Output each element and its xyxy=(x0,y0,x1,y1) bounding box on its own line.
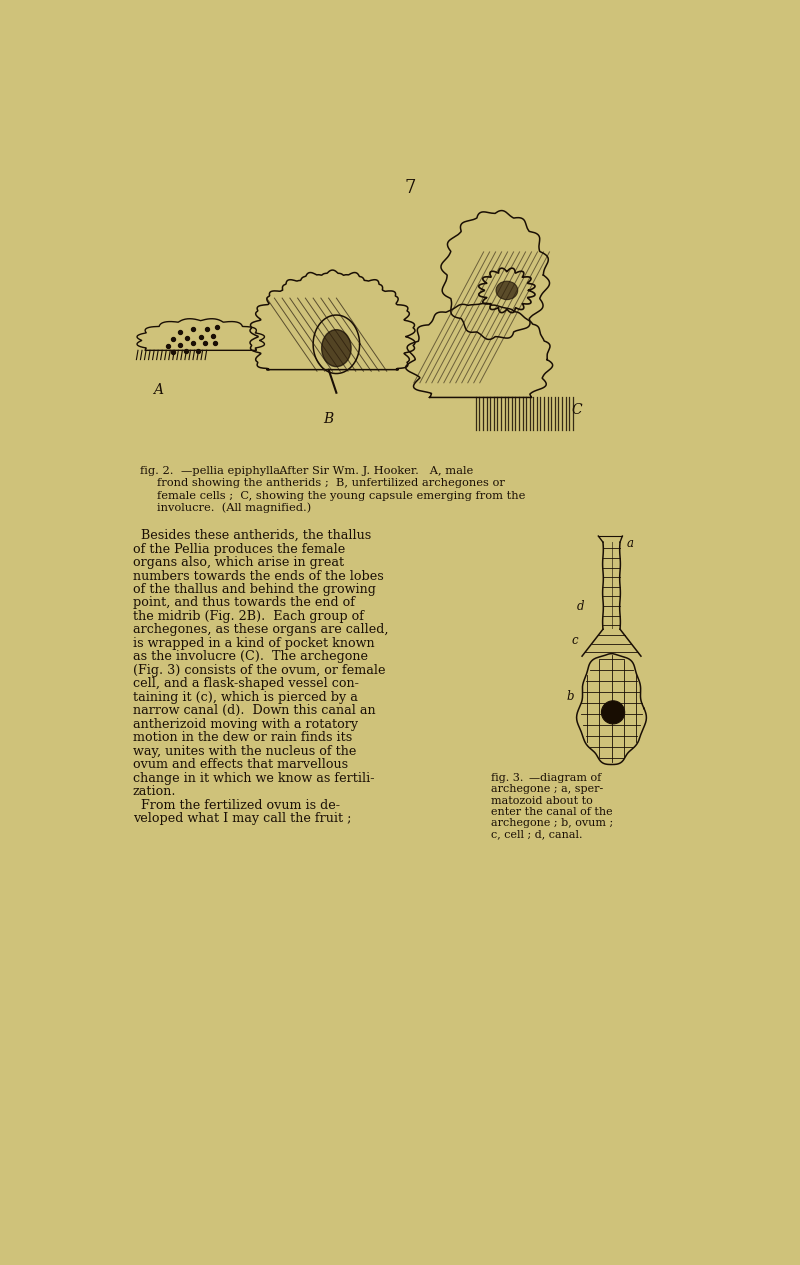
Text: change in it which we know as fertili-: change in it which we know as fertili- xyxy=(133,772,374,784)
Ellipse shape xyxy=(322,330,351,367)
Text: After Sir Wm. J. Hooker.   A, male: After Sir Wm. J. Hooker. A, male xyxy=(272,466,474,476)
Text: archegone ; a, sper-: archegone ; a, sper- xyxy=(491,784,604,794)
Text: female cells ;  C, showing the young capsule emerging from the: female cells ; C, showing the young caps… xyxy=(158,491,526,501)
Text: C: C xyxy=(571,402,582,416)
Text: A: A xyxy=(153,383,162,397)
Text: matozoid about to: matozoid about to xyxy=(491,796,593,806)
Text: —pellia epiphylla.: —pellia epiphylla. xyxy=(181,466,283,476)
Text: cell, and a flask-shaped vessel con-: cell, and a flask-shaped vessel con- xyxy=(133,677,358,691)
Text: b: b xyxy=(566,691,574,703)
Text: veloped what I may call the fruit ;: veloped what I may call the fruit ; xyxy=(133,812,351,825)
Text: involucre.  (All magnified.): involucre. (All magnified.) xyxy=(158,503,312,514)
Text: numbers towards the ends of the lobes: numbers towards the ends of the lobes xyxy=(133,569,383,582)
Text: organs also, which arise in great: organs also, which arise in great xyxy=(133,557,344,569)
Text: Besides these antherids, the thallus: Besides these antherids, the thallus xyxy=(133,529,371,543)
Text: c: c xyxy=(571,634,578,648)
Text: narrow canal (d).  Down this canal an: narrow canal (d). Down this canal an xyxy=(133,705,375,717)
Text: as the involucre (C).  The archegone: as the involucre (C). The archegone xyxy=(133,650,367,663)
Text: antherizoid moving with a rotatory: antherizoid moving with a rotatory xyxy=(133,717,358,731)
Text: of the thallus and behind the growing: of the thallus and behind the growing xyxy=(133,583,375,596)
Text: fig. 3.: fig. 3. xyxy=(491,773,524,783)
Text: B: B xyxy=(323,412,334,426)
Text: zation.: zation. xyxy=(133,786,176,798)
Text: is wrapped in a kind of pocket known: is wrapped in a kind of pocket known xyxy=(133,636,374,650)
Text: c, cell ; d, canal.: c, cell ; d, canal. xyxy=(491,829,583,839)
Text: —diagram of: —diagram of xyxy=(529,773,601,783)
Text: archegone ; b, ovum ;: archegone ; b, ovum ; xyxy=(491,818,614,827)
Text: frond showing the antherids ;  B, unfertilized archegones or: frond showing the antherids ; B, unferti… xyxy=(158,478,506,488)
Ellipse shape xyxy=(602,701,625,724)
Text: motion in the dew or rain finds its: motion in the dew or rain finds its xyxy=(133,731,352,744)
Text: archegones, as these organs are called,: archegones, as these organs are called, xyxy=(133,624,388,636)
Text: way, unites with the nucleus of the: way, unites with the nucleus of the xyxy=(133,745,356,758)
Text: the midrib (Fig. 2B).  Each group of: the midrib (Fig. 2B). Each group of xyxy=(133,610,363,622)
Text: (Fig. 3) consists of the ovum, or female: (Fig. 3) consists of the ovum, or female xyxy=(133,664,385,677)
Text: of the Pellia produces the female: of the Pellia produces the female xyxy=(133,543,345,555)
Text: taining it (c), which is pierced by a: taining it (c), which is pierced by a xyxy=(133,691,358,703)
Text: a: a xyxy=(626,536,634,550)
Text: fig. 2.: fig. 2. xyxy=(140,466,174,476)
Ellipse shape xyxy=(496,281,518,300)
Text: From the fertilized ovum is de-: From the fertilized ovum is de- xyxy=(133,798,339,812)
Text: point, and thus towards the end of: point, and thus towards the end of xyxy=(133,597,354,610)
Text: d: d xyxy=(577,600,584,612)
Text: enter the canal of the: enter the canal of the xyxy=(491,807,613,817)
Text: 7: 7 xyxy=(404,178,416,197)
Text: ovum and effects that marvellous: ovum and effects that marvellous xyxy=(133,758,348,772)
